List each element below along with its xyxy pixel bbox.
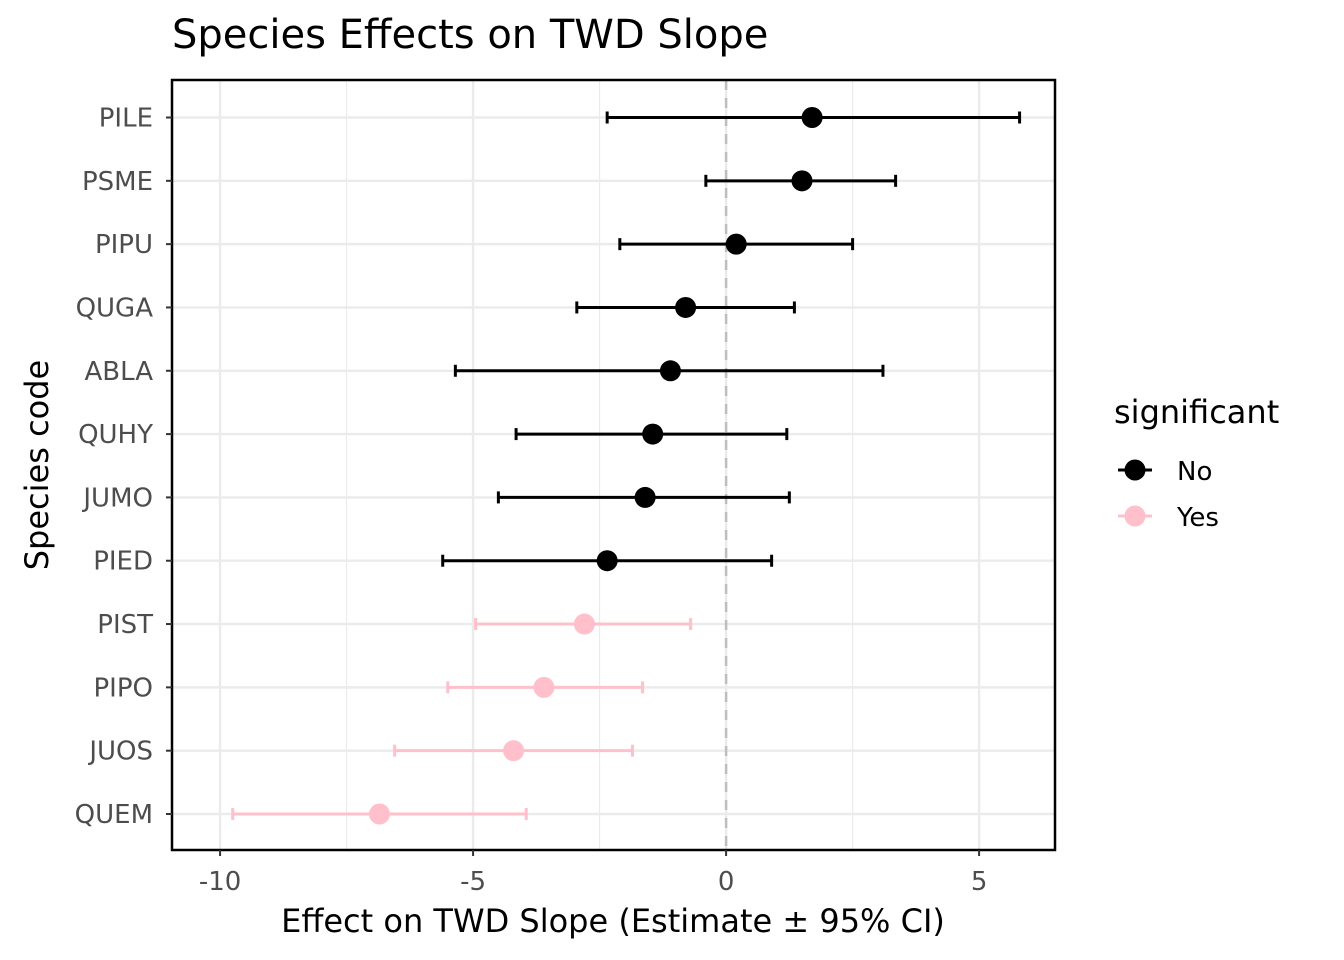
x-tick-label: 5	[971, 867, 988, 897]
estimate-point	[725, 233, 747, 255]
data-row-pipu	[618, 233, 855, 255]
y-tick-label: PIPU	[95, 230, 153, 260]
y-tick-label: PIPO	[94, 673, 154, 703]
x-axis-ticks: -10 -5 0 5	[199, 850, 988, 897]
x-tick-label: 0	[718, 867, 735, 897]
estimate-point	[791, 170, 813, 192]
legend-items: No Yes	[1118, 457, 1219, 533]
estimate-point	[675, 296, 697, 318]
estimate-point	[368, 803, 390, 825]
legend-key-point	[1124, 505, 1146, 527]
x-axis-title: Effect on TWD Slope (Estimate ± 95% CI)	[281, 902, 945, 940]
data-row-pipo	[446, 676, 645, 698]
data-row-pied	[441, 550, 774, 572]
x-tick-label: -5	[460, 867, 486, 897]
estimate-point	[801, 107, 823, 128]
y-tick-label: JUOS	[87, 737, 153, 767]
y-tick-label: QUHY	[78, 420, 153, 450]
estimate-point	[533, 676, 555, 698]
estimate-point	[596, 550, 618, 572]
y-tick-label: JUMO	[81, 483, 153, 513]
y-tick-label: QUEM	[75, 800, 153, 830]
plot-panel-border	[170, 78, 1057, 852]
y-tick-label: PSME	[82, 167, 153, 197]
data-row-pist	[474, 613, 693, 635]
legend-label: Yes	[1176, 503, 1219, 533]
y-tick-label: PILE	[99, 104, 153, 134]
y-tick-label: ABLA	[85, 357, 154, 387]
estimate-point	[659, 360, 681, 382]
y-axis-title: Species code	[18, 360, 56, 571]
data-row-juos	[393, 740, 634, 762]
data-row-quem	[231, 803, 528, 825]
data-row-jumo	[496, 486, 791, 508]
data-marks	[231, 107, 1022, 825]
data-row-pile	[605, 107, 1022, 128]
data-row-quhy	[514, 423, 789, 445]
estimate-point	[573, 613, 595, 635]
chart-title: Species Effects on TWD Slope	[172, 12, 769, 58]
estimate-point	[634, 486, 656, 508]
estimate-point	[503, 740, 525, 762]
legend-key-point	[1124, 459, 1146, 481]
data-row-quga	[575, 296, 796, 318]
legend-item-no: No	[1118, 457, 1212, 487]
legend-title: significant	[1114, 393, 1279, 431]
legend-label: No	[1177, 457, 1212, 487]
data-row-abla	[453, 360, 885, 382]
y-axis-ticks: PILE PSME PIPU QUGA ABLA QUHY JUMO PIED PIST PIPO…	[75, 104, 172, 830]
legend: significant No Yes	[1114, 393, 1279, 533]
y-tick-label: PIED	[93, 547, 153, 577]
x-tick-label: -10	[199, 867, 241, 897]
legend-item-yes: Yes	[1118, 503, 1219, 533]
y-tick-label: PIST	[97, 610, 153, 640]
estimate-point	[642, 423, 664, 445]
y-tick-label: QUGA	[76, 293, 154, 323]
data-row-psme	[704, 170, 898, 192]
grid-lines	[172, 80, 1055, 850]
